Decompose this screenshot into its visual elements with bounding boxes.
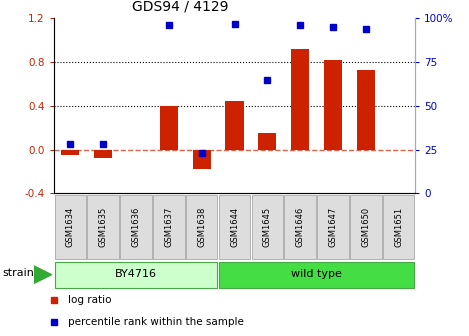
Bar (219, 262, 415, 288)
Bar (61, 150, 79, 155)
Bar (54, 262, 218, 288)
Bar (160, 106, 178, 150)
Bar (324, 60, 342, 150)
Bar (251, 195, 283, 259)
Bar (54, 195, 86, 259)
Text: GSM1647: GSM1647 (328, 207, 338, 247)
Text: GSM1636: GSM1636 (131, 207, 141, 247)
Bar (120, 195, 152, 259)
Text: GSM1635: GSM1635 (98, 207, 108, 247)
Text: GSM1637: GSM1637 (164, 207, 174, 247)
Text: GSM1646: GSM1646 (295, 207, 305, 247)
Polygon shape (34, 266, 52, 284)
Text: GDS94 / 4129: GDS94 / 4129 (132, 0, 228, 13)
Bar (291, 49, 309, 150)
Text: GSM1650: GSM1650 (361, 207, 371, 247)
Bar (258, 133, 276, 150)
Text: GSM1645: GSM1645 (263, 207, 272, 247)
Bar (94, 150, 112, 158)
Bar (219, 195, 250, 259)
Bar (350, 195, 382, 259)
Bar (383, 195, 415, 259)
Text: GSM1638: GSM1638 (197, 207, 206, 247)
Bar (226, 101, 243, 150)
Text: GSM1651: GSM1651 (394, 207, 403, 247)
Text: percentile rank within the sample: percentile rank within the sample (68, 317, 244, 327)
Text: strain: strain (2, 268, 34, 278)
Bar (186, 195, 218, 259)
Text: log ratio: log ratio (68, 295, 112, 305)
Text: GSM1634: GSM1634 (66, 207, 75, 247)
Bar (193, 150, 211, 169)
Text: wild type: wild type (291, 269, 342, 279)
Bar (357, 70, 375, 150)
Bar (317, 195, 349, 259)
Bar (87, 195, 119, 259)
Text: GSM1644: GSM1644 (230, 207, 239, 247)
Bar (284, 195, 316, 259)
Bar (153, 195, 185, 259)
Text: BY4716: BY4716 (115, 269, 157, 279)
